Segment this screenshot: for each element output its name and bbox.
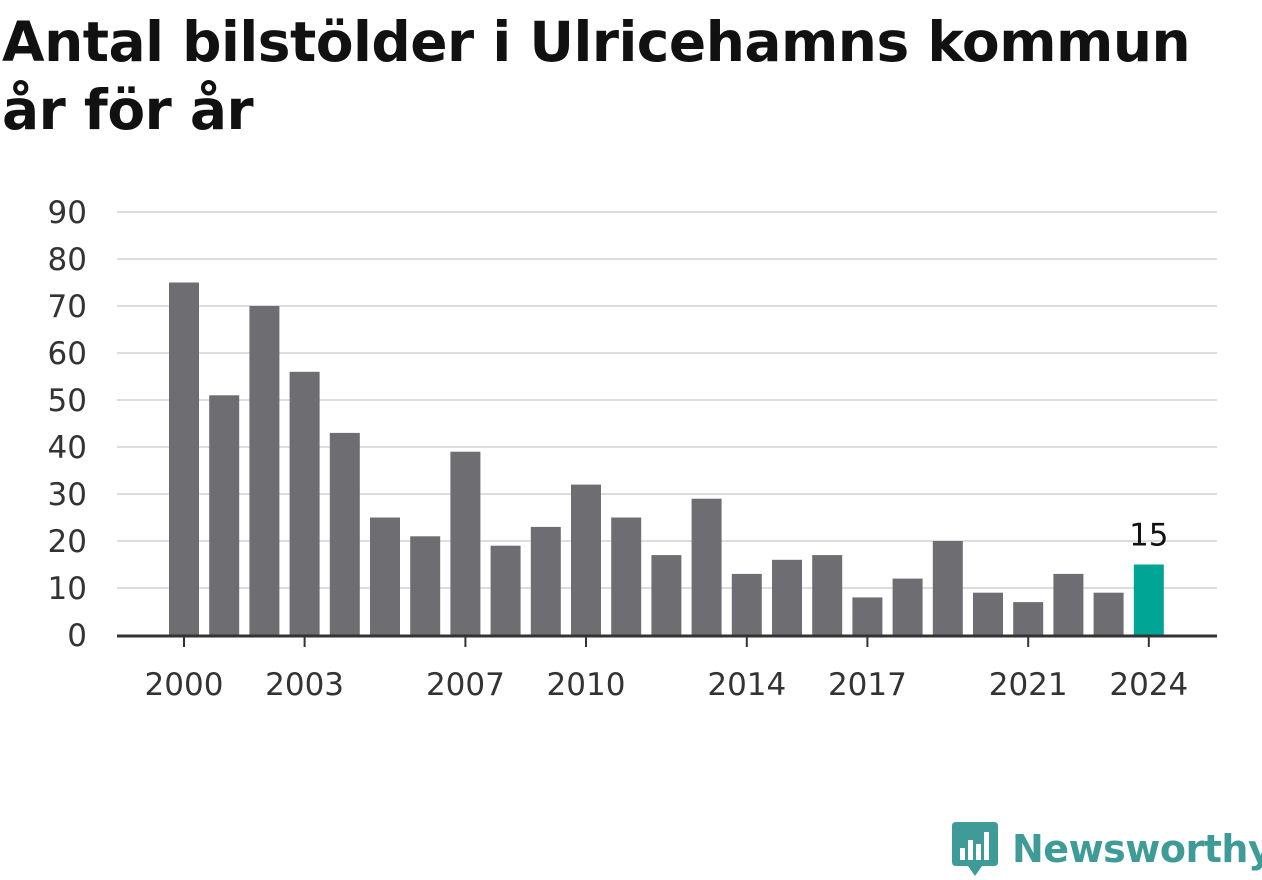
y-tick-label: 10 (48, 571, 87, 607)
x-tick-label: 2007 (426, 667, 505, 703)
bar-2024 (1133, 564, 1164, 635)
chart-title: Antal bilstölder i Ulricehamns kommun år… (2, 10, 1191, 142)
bar-2020 (973, 592, 1003, 635)
x-axis: 2000 2003 2007 2010 2014 2017 2021 2024 (117, 634, 1217, 703)
bar-2010 (571, 484, 601, 635)
bar-2011 (611, 517, 642, 635)
bar-2004 (329, 432, 360, 635)
bar-2022 (1053, 573, 1084, 635)
brand-name: Newsworthy (1012, 827, 1262, 871)
bar-2007 (450, 451, 481, 635)
y-tick-label: 70 (48, 289, 87, 325)
bar-2019 (932, 541, 963, 635)
x-tick-label: 2010 (547, 667, 626, 703)
bar-2008 (490, 545, 521, 635)
bar-2013 (691, 498, 722, 635)
y-tick-label: 60 (48, 336, 87, 372)
y-tick-label: 40 (48, 430, 87, 466)
bar-2001 (209, 395, 240, 635)
newsworthy-logo: Newsworthy (950, 818, 1262, 880)
bar-2005 (370, 517, 400, 635)
y-tick-label: 20 (48, 524, 87, 560)
bar-2000 (169, 282, 199, 635)
bars (169, 282, 1164, 635)
y-tick-label: 90 (48, 195, 87, 231)
bar-2015 (772, 559, 802, 635)
y-tick-label: 30 (48, 477, 87, 513)
y-tick-label: 80 (48, 242, 87, 278)
bar-2003 (289, 371, 320, 635)
bar-2021 (1013, 602, 1044, 635)
gridlines (117, 211, 1217, 589)
y-tick-label: 0 (67, 618, 87, 654)
x-tick-label: 2003 (265, 667, 344, 703)
newsworthy-logo-icon (952, 822, 998, 876)
bar-2012 (651, 555, 682, 635)
x-tick-label: 2000 (145, 667, 224, 703)
x-tick-label: 2017 (828, 667, 907, 703)
data-labels: 15 (1129, 518, 1168, 554)
y-axis-ticks: 0 10 20 30 40 50 60 70 80 90 (48, 195, 87, 654)
bar-2002 (249, 306, 280, 635)
x-tick-label: 2024 (1109, 667, 1188, 703)
bar-2014 (731, 573, 762, 635)
bar-2023 (1093, 592, 1124, 635)
bar-2018 (892, 578, 923, 635)
bar-2016 (812, 555, 843, 635)
bar-2009 (530, 526, 561, 635)
x-tick-label: 2014 (707, 667, 786, 703)
data-label: 15 (1129, 518, 1168, 554)
bar-2006 (410, 536, 441, 635)
bar-2017 (852, 597, 883, 635)
x-tick-label: 2021 (989, 667, 1068, 703)
y-tick-label: 50 (48, 383, 87, 419)
